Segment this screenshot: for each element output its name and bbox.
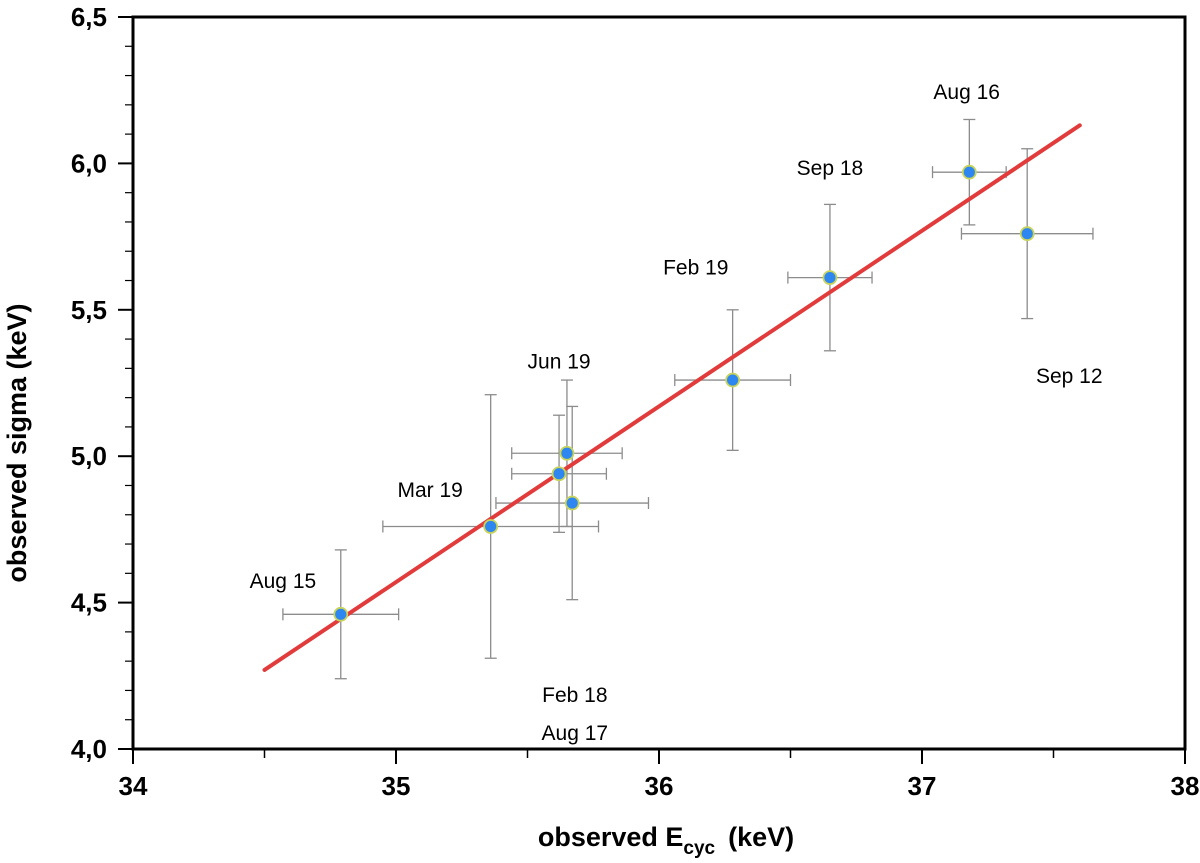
x-axis-title-main: observed E	[538, 822, 684, 852]
y-tick-label: 6,5	[71, 2, 107, 32]
x-tick-labels: 34 35 36 37 38	[119, 771, 1200, 801]
point-annotation: Feb 19	[663, 257, 728, 280]
y-tick-labels: 4,0 4,5 5,0 5,5 6,0 6,5	[71, 2, 107, 764]
data-point	[333, 606, 349, 622]
y-tick-label: 4,0	[71, 734, 107, 764]
point-annotation: Mar 19	[398, 479, 463, 502]
point-annotation: Aug 15	[250, 570, 317, 593]
point-annotations: Aug 15 Mar 19 Jun 19 Aug 17 Feb 18 Feb 19 Sep …	[250, 81, 1103, 745]
data-point	[1019, 226, 1035, 242]
data-point	[725, 372, 741, 388]
y-tick-label: 6,0	[71, 148, 107, 178]
y-tick-label: 4,5	[71, 588, 107, 618]
point-annotation: Sep 12	[1036, 365, 1103, 388]
fit-line-layer	[262, 123, 1082, 672]
point-annotation: Aug 17	[542, 722, 609, 745]
x-tick-label: 35	[382, 771, 411, 801]
y-tick-label: 5,0	[71, 441, 107, 471]
fit-line	[262, 123, 1082, 672]
x-axis-title-unit: (keV)	[728, 822, 794, 852]
data-point	[564, 495, 580, 511]
data-point	[961, 164, 977, 180]
data-point	[483, 519, 499, 534]
error-bars	[282, 118, 1094, 680]
x-tick-label: 34	[119, 771, 148, 801]
y-tick-label: 5,5	[71, 295, 107, 325]
x-tick-label: 38	[1171, 771, 1200, 801]
x-tick-label: 36	[645, 771, 674, 801]
data-points	[333, 164, 1035, 622]
point-annotation: Aug 16	[933, 81, 1000, 104]
point-annotation: Sep 18	[797, 157, 864, 180]
plot-frame	[131, 15, 1187, 751]
y-axis-title: observed sigma (keV)	[2, 303, 32, 582]
data-point	[822, 270, 838, 285]
point-annotation: Jun 19	[528, 350, 591, 373]
data-point	[551, 466, 567, 482]
minor-ticks	[125, 45, 1055, 758]
x-axis-title: observed Ecyc (keV)	[538, 822, 794, 859]
x-axis-title-subscript: cyc	[683, 838, 715, 859]
x-tick-label: 37	[908, 771, 937, 801]
point-annotation: Feb 18	[542, 684, 607, 707]
data-point	[559, 445, 575, 461]
major-ticks	[118, 16, 1186, 764]
